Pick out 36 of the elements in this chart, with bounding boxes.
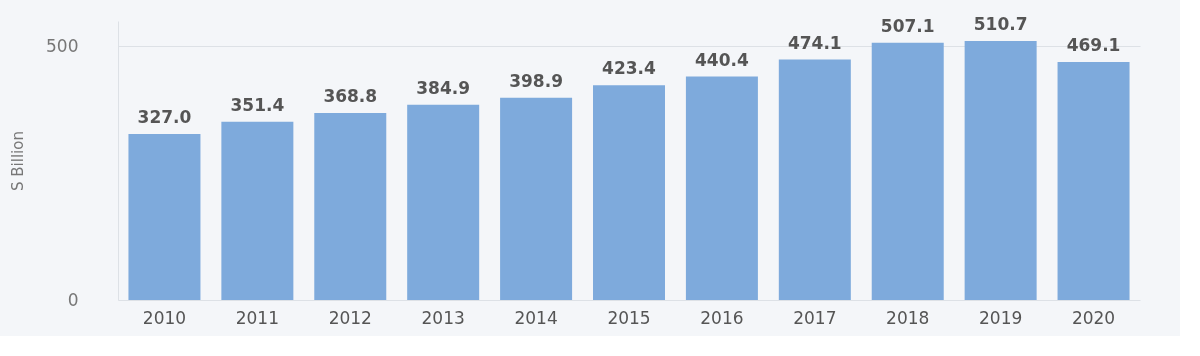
x-tick-label: 2019 — [979, 307, 1023, 328]
bar — [1057, 62, 1130, 300]
x-tick-label: 2017 — [793, 307, 837, 328]
bar — [500, 97, 573, 300]
bar — [221, 121, 294, 300]
data-label: 384.9 — [416, 77, 471, 98]
bar — [314, 112, 387, 300]
x-tick-label: 2018 — [886, 307, 930, 328]
x-tick-label: 2012 — [328, 307, 372, 328]
data-label: 469.1 — [1066, 35, 1121, 56]
x-tick-label: 2016 — [700, 307, 744, 328]
bar — [593, 85, 665, 300]
data-label: 398.9 — [509, 70, 563, 91]
data-label: 351.4 — [230, 94, 285, 115]
data-label: 440.4 — [695, 49, 749, 70]
x-tick-label: 2015 — [607, 307, 651, 328]
bar — [964, 40, 1037, 300]
x-tick-label: 2020 — [1071, 307, 1116, 328]
y-axis-title: S Billion — [9, 131, 28, 191]
data-label: 507.1 — [880, 15, 935, 36]
y-tick-label: 0 — [67, 289, 79, 310]
data-label: 423.4 — [602, 58, 657, 79]
x-tick-label: 2013 — [421, 307, 465, 328]
data-label: 327.0 — [137, 107, 192, 128]
bar — [128, 134, 201, 300]
data-label: 510.7 — [973, 13, 1028, 34]
x-tick-label: 2014 — [514, 307, 558, 328]
data-label: 474.1 — [787, 32, 842, 53]
y-tick-label: 500 — [46, 35, 79, 56]
x-tick-label: 2011 — [235, 307, 279, 328]
bar — [407, 104, 480, 300]
x-tick-label: 2010 — [142, 307, 187, 328]
bar — [871, 42, 944, 300]
bar — [685, 76, 758, 300]
bar — [778, 59, 851, 300]
data-label: 368.8 — [323, 85, 378, 106]
